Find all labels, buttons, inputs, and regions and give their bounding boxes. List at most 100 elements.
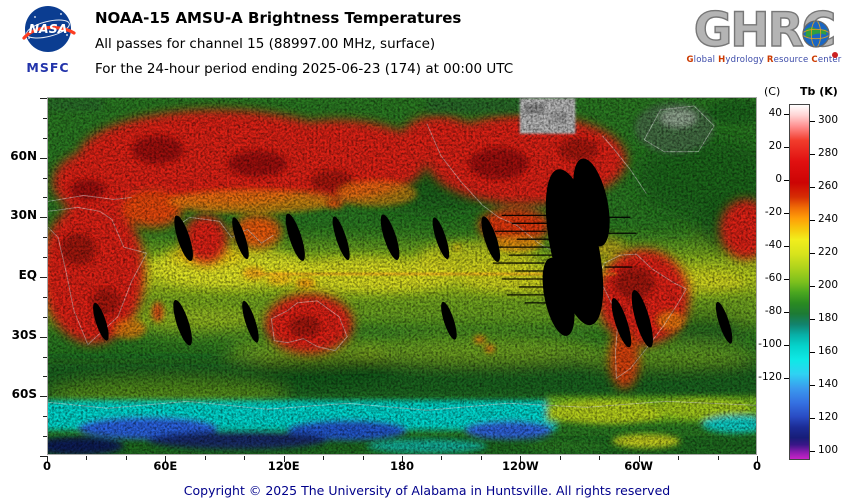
kelvin-tick-mark [810, 451, 815, 452]
product-period: For the 24-hour period ending 2025-06-23… [95, 61, 514, 77]
lon-tick [678, 456, 680, 460]
lat-tick [43, 296, 47, 298]
lon-tick [323, 456, 325, 460]
kelvin-tick-mark [810, 253, 815, 254]
ghrc-subtitle-word: Resource [767, 55, 812, 65]
colorbar-kelvin-unit: Tb (K) [800, 85, 838, 98]
lon-label: 120E [267, 459, 300, 473]
lon-tick [125, 456, 127, 460]
ghrc-logo: G H R C Global Hydrology Resource Center [678, 5, 850, 65]
kelvin-tick-label: 100 [818, 444, 839, 456]
lat-axis: 60N 30N EQ 30S 60S [0, 97, 44, 455]
celsius-tick-label: -80 [764, 305, 782, 317]
map-area [47, 97, 757, 455]
celsius-tick-mark [784, 345, 789, 346]
lon-label: 0 [752, 459, 761, 473]
kelvin-tick-label: 200 [818, 279, 839, 291]
lat-tick [43, 197, 47, 199]
lon-tick [165, 456, 167, 462]
colorbar-celsius-unit: (C) [764, 85, 781, 98]
ghrc-globe-icon [802, 20, 830, 48]
celsius-tick-mark [784, 246, 789, 247]
lon-tick [520, 456, 522, 462]
celsius-tick-mark [784, 378, 789, 379]
ghrc-subtitle-word: Center [811, 55, 841, 65]
lon-label: 180 [389, 459, 414, 473]
lat-tick [43, 117, 47, 119]
kelvin-tick-label: 220 [818, 246, 839, 258]
lon-label: 60W [624, 459, 653, 473]
lon-tick [441, 456, 443, 460]
brightness-temperature-map-image [48, 98, 756, 454]
kelvin-tick-mark [810, 121, 815, 122]
celsius-tick-mark [784, 279, 789, 280]
ghrc-subtitle-rest: enter [817, 55, 842, 66]
lat-tick [43, 436, 47, 438]
celsius-tick-label: -20 [764, 206, 782, 218]
nasa-center-label: MSFC [26, 60, 70, 75]
ghrc-subtitle-word: Hydrology [718, 55, 767, 65]
celsius-scale: 40 20 0 -20 -40 -60 -80 -100 -120 [744, 104, 786, 460]
kelvin-tick-mark [810, 220, 815, 221]
kelvin-tick-mark [810, 418, 815, 419]
lat-ticks [40, 98, 47, 457]
kelvin-tick-mark [810, 187, 815, 188]
lon-label: 0 [42, 459, 52, 473]
kelvin-tick-mark [810, 319, 815, 320]
lon-tick [47, 456, 48, 462]
celsius-tick-label: 0 [775, 173, 782, 185]
lon-tick [599, 456, 601, 460]
lon-tick [480, 456, 482, 460]
celsius-tick-mark [784, 147, 789, 148]
kelvin-tick-label: 240 [818, 213, 839, 225]
lat-tick [40, 456, 47, 457]
celsius-tick-label: -120 [758, 371, 782, 383]
celsius-tick-mark [784, 114, 789, 115]
kelvin-tick-mark [810, 385, 815, 386]
ghrc-subtitle-initial: H [718, 55, 726, 66]
lat-label: 60N [10, 148, 37, 163]
grain-overlay [48, 98, 756, 454]
kelvin-tick-label: 300 [818, 114, 839, 126]
lat-tick [43, 376, 47, 378]
lat-tick [40, 98, 47, 99]
lat-tick [40, 157, 47, 159]
lon-tick [402, 456, 403, 462]
lat-tick [43, 316, 47, 318]
lat-tick [40, 336, 47, 338]
lon-tick [757, 456, 758, 462]
kelvin-tick-mark [810, 352, 815, 353]
nasa-insignia-icon: NASA [22, 6, 76, 52]
kelvin-tick-mark [810, 286, 815, 287]
ghrc-subtitle-rest: ydrology [725, 55, 767, 66]
nasa-logo: NASA MSFC [10, 5, 86, 75]
kelvin-tick-label: 120 [818, 411, 839, 423]
copyright-footer: Copyright © 2025 The University of Alaba… [183, 483, 671, 498]
lon-tick [204, 456, 206, 460]
nasa-wordmark: NASA [29, 21, 68, 36]
title-block: NOAA-15 AMSU-A Brightness Temperatures A… [95, 9, 513, 77]
celsius-tick-mark [784, 312, 789, 313]
celsius-tick-label: -40 [764, 239, 782, 251]
ghrc-red-dot-icon [832, 52, 838, 58]
lat-label: 30N [10, 208, 37, 223]
product-subtitle: All passes for channel 15 (88997.00 MHz,… [95, 36, 436, 52]
lon-ticks [47, 456, 758, 463]
lat-tick [40, 277, 47, 278]
lat-tick [43, 237, 47, 239]
lon-label: 60E [153, 459, 178, 473]
ghrc-subtitle: Global Hydrology Resource Center [678, 55, 850, 65]
celsius-tick-label: 20 [768, 140, 782, 152]
ghrc-subtitle-initial: C [811, 55, 818, 66]
ghrc-subtitle-initial: R [766, 55, 774, 66]
kelvin-scale: 300 280 260 240 220 200 180 160 140 120 100 [814, 104, 854, 460]
lat-tick [43, 257, 47, 259]
lat-tick [40, 396, 47, 398]
lon-axis: 0 60E 120E 180 120W 60W 0 [43, 459, 761, 473]
lat-tick [43, 177, 47, 179]
lon-tick [86, 456, 88, 460]
celsius-tick-label: -100 [758, 338, 782, 350]
lat-tick [43, 416, 47, 418]
lat-tick [43, 137, 47, 139]
